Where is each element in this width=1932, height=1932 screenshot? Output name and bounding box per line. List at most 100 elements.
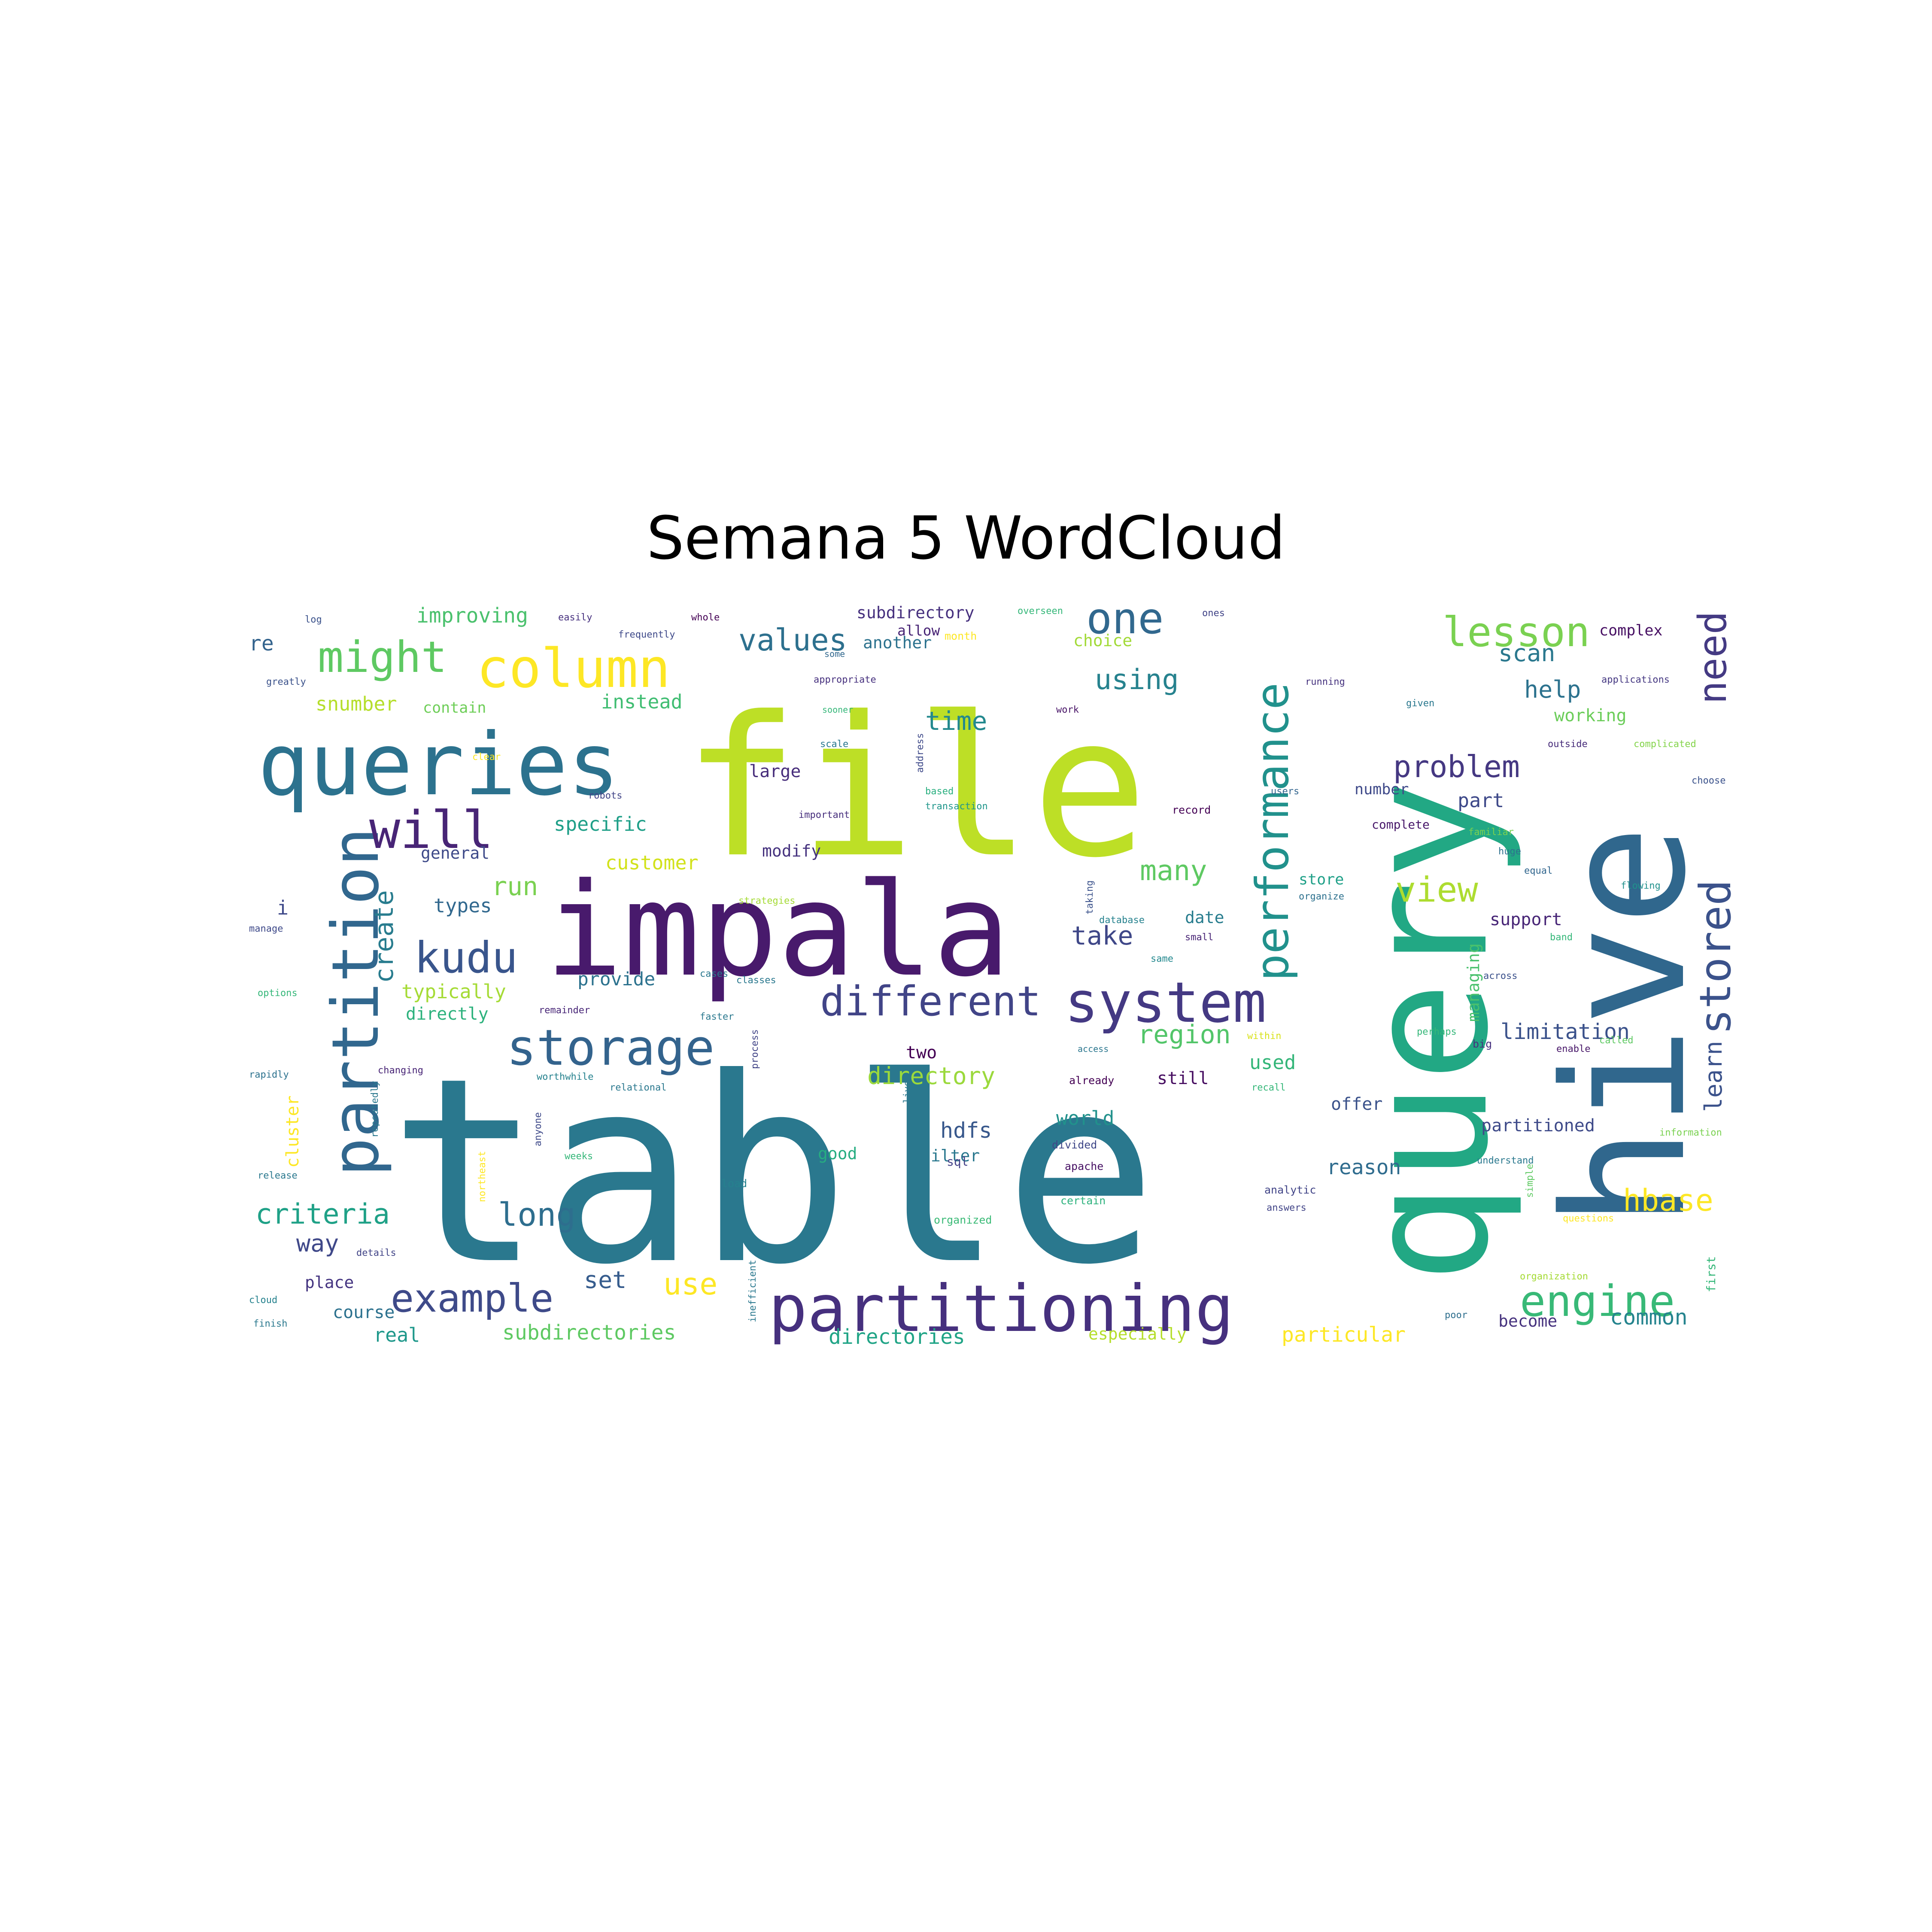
word-anyone: anyone <box>533 1112 544 1146</box>
word-sooner: sooner <box>822 705 853 715</box>
word-world: world <box>1056 1107 1114 1130</box>
word-log: log <box>305 614 322 625</box>
word-divided: divided <box>1052 1139 1097 1151</box>
word-greatly: greatly <box>266 677 306 687</box>
word-view: view <box>1395 870 1478 910</box>
word-repeatedly: repeatedly <box>370 1081 380 1138</box>
word-classes: classes <box>736 975 776 986</box>
word-inefficient: inefficient <box>747 1260 758 1322</box>
word-options: options <box>258 988 298 999</box>
word-different: different <box>820 978 1041 1025</box>
word-huge: huge <box>1498 846 1521 857</box>
word-worthwhile: worthwhile <box>537 1072 593 1082</box>
word-using: using <box>1095 664 1179 696</box>
word-provide: provide <box>577 969 655 990</box>
word-date: date <box>1185 908 1224 927</box>
word-organization: organization <box>1520 1271 1588 1282</box>
word-snumber: snumber <box>316 693 397 715</box>
word-answers: answers <box>1267 1203 1306 1213</box>
word-store: store <box>1299 871 1344 888</box>
word-load: load <box>721 1177 747 1190</box>
word-users: users <box>1271 786 1299 797</box>
word-impala: impala <box>545 855 1011 1005</box>
word-types: types <box>434 894 492 917</box>
word-subdirectory: subdirectory <box>857 603 975 622</box>
word-criteria: criteria <box>255 1198 390 1230</box>
word-allow: allow <box>897 622 940 639</box>
word-specific: specific <box>554 813 647 835</box>
word-managing: managing <box>1464 943 1483 1022</box>
word-lesson: lesson <box>1443 609 1590 656</box>
word-transaction: transaction <box>925 801 988 812</box>
word-subdirectories: subdirectories <box>502 1321 676 1345</box>
word-contain: contain <box>423 699 486 717</box>
word-hbase: hbase <box>1623 1183 1713 1218</box>
word-apache: apache <box>1065 1160 1103 1173</box>
word-improving: improving <box>416 604 528 628</box>
word-choice: choice <box>1073 631 1132 650</box>
word-values: values <box>738 623 847 658</box>
word-large: large <box>749 762 801 781</box>
figure-title: Semana 5 WordCloud <box>647 504 1285 573</box>
word-manage: manage <box>249 923 283 934</box>
word-instead: instead <box>601 690 683 713</box>
word-help: help <box>1524 676 1581 703</box>
word-good: good <box>818 1144 857 1163</box>
word-directly: directly <box>406 1004 489 1024</box>
word-relational: relational <box>610 1082 666 1093</box>
word-release: release <box>258 1170 298 1181</box>
word-queries: queries <box>258 715 620 815</box>
word-time: time <box>925 706 987 736</box>
word-directory: directory <box>867 1062 995 1090</box>
word-northeast: northeast <box>477 1151 488 1202</box>
word-complicated: complicated <box>1634 739 1696 750</box>
word-within: within <box>1247 1031 1281 1042</box>
word-sql: sql <box>947 1154 969 1169</box>
word-ones: ones <box>1202 608 1225 619</box>
word-based: based <box>925 786 954 797</box>
word-particular: particular <box>1282 1323 1406 1347</box>
word-customer: customer <box>605 851 699 874</box>
word-organize: organize <box>1299 891 1344 902</box>
word-real: real <box>374 1324 420 1346</box>
word-familiar: familiar <box>1468 827 1514 838</box>
word-especially: especially <box>1088 1324 1187 1343</box>
word-details: details <box>356 1248 396 1258</box>
word-address: address <box>915 733 926 773</box>
word-complete: complete <box>1372 817 1430 832</box>
word-running: running <box>1305 677 1345 687</box>
word-place: place <box>305 1273 354 1292</box>
word-partition: partition <box>319 827 393 1176</box>
word-reason: reason <box>1327 1155 1401 1179</box>
word-general: general <box>421 844 489 863</box>
word-table: table <box>389 1024 1157 1321</box>
word-working: working <box>1554 706 1627 726</box>
word-rapidly: rapidly <box>249 1069 289 1080</box>
word-faster: faster <box>700 1012 734 1022</box>
word-given: given <box>1406 698 1434 709</box>
word-partitioning: partitioning <box>769 1272 1234 1346</box>
word-take: take <box>1071 921 1133 951</box>
word-cases: cases <box>700 969 728 979</box>
word-choose: choose <box>1692 775 1725 786</box>
word-set: set <box>584 1266 626 1294</box>
word-frequently: frequently <box>618 629 675 640</box>
word-equal: equal <box>1524 866 1552 876</box>
word-storage: storage <box>507 1019 715 1077</box>
word-simple: simple <box>1525 1164 1535 1198</box>
word-lives: lives <box>902 1075 913 1103</box>
word-run: run <box>492 872 538 902</box>
word-work: work <box>1056 705 1079 715</box>
word-region: region <box>1138 1020 1231 1050</box>
word-appropriate: appropriate <box>814 674 876 685</box>
word-database: database <box>1099 915 1145 926</box>
word-use: use <box>663 1267 717 1302</box>
word-number: number <box>1355 781 1409 798</box>
word-already: already <box>1069 1074 1114 1087</box>
word-need: need <box>1690 611 1735 704</box>
word-access: access <box>1078 1044 1109 1054</box>
word-limitation: limitation <box>1501 1019 1630 1044</box>
word-filter: filter <box>921 1146 980 1165</box>
word-understand: understand <box>1477 1155 1534 1166</box>
